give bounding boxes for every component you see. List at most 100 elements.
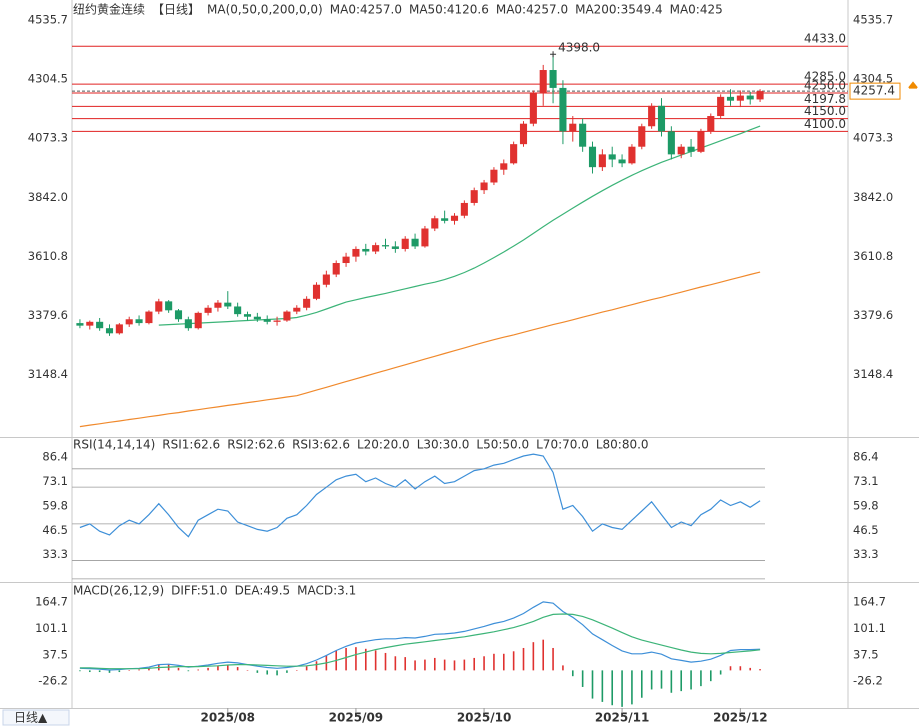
macd-bar bbox=[424, 659, 426, 671]
candle-body bbox=[480, 182, 488, 191]
candle-body bbox=[391, 246, 399, 249]
panel-title: RSI(14,14,14) bbox=[73, 438, 155, 452]
macd-bar bbox=[453, 660, 456, 671]
macd-bar bbox=[148, 667, 150, 671]
last-price-box bbox=[849, 82, 901, 100]
candle-body bbox=[293, 307, 301, 312]
rsi-line bbox=[79, 453, 761, 538]
level-label: 4250.0 bbox=[804, 79, 846, 93]
candle-body bbox=[657, 105, 666, 132]
y-tick-label: 3842.0 bbox=[28, 190, 68, 204]
macd-bar bbox=[433, 657, 436, 671]
y-tick-label-right: 101.1 bbox=[853, 621, 886, 635]
period-button[interactable]: 日线▲ bbox=[14, 711, 48, 725]
macd-bar bbox=[256, 670, 259, 673]
macd-bar bbox=[394, 656, 397, 671]
candle-body bbox=[381, 245, 390, 247]
candle-body bbox=[736, 95, 744, 101]
max-marker bbox=[550, 51, 557, 58]
macd-bar bbox=[729, 666, 732, 671]
legend-entry: DEA:49.5 bbox=[235, 584, 291, 598]
candle-body bbox=[332, 263, 340, 275]
y-tick-label-right: 4304.5 bbox=[853, 72, 893, 86]
legend-entry: L70:70.0 bbox=[536, 438, 589, 452]
candle-body bbox=[460, 202, 468, 216]
macd-bar bbox=[611, 670, 614, 706]
legend-entry: RSI2:62.6 bbox=[227, 438, 285, 452]
macd-bar bbox=[680, 670, 683, 692]
macd-bar bbox=[246, 670, 249, 671]
y-tick-label: 86.4 bbox=[42, 450, 68, 464]
candle-body bbox=[303, 298, 311, 308]
candle-body bbox=[500, 163, 508, 170]
candle-body bbox=[697, 131, 705, 152]
last-price-label: 4257.4 bbox=[853, 84, 895, 98]
candle-body bbox=[135, 319, 143, 324]
legend-entry: MA200:3549.4 bbox=[575, 3, 663, 17]
macd-bar bbox=[295, 670, 298, 671]
macd-bar bbox=[640, 670, 643, 698]
x-tick-label: 2025/11 bbox=[595, 711, 649, 725]
y-tick-label-right: 3148.4 bbox=[853, 367, 893, 381]
macd-bar bbox=[187, 670, 190, 672]
x-tick-label: 2025/09 bbox=[329, 711, 383, 725]
macd-bar bbox=[483, 656, 485, 671]
candle-body bbox=[312, 284, 321, 299]
macd-bar bbox=[384, 652, 387, 671]
period-button-box[interactable] bbox=[2, 709, 70, 726]
y-tick-label-right: 46.5 bbox=[853, 523, 879, 537]
candle-body bbox=[125, 319, 133, 325]
chart-title: 纽约黄金连续 bbox=[73, 2, 145, 17]
legend-entry: RSI3:62.6 bbox=[292, 438, 350, 452]
y-tick-label: 3379.6 bbox=[28, 308, 68, 322]
candle-body bbox=[559, 87, 567, 132]
macd-bar bbox=[502, 653, 505, 671]
x-tick-label: 2025/08 bbox=[201, 711, 255, 725]
macd-bar bbox=[217, 665, 219, 671]
x-tick-label: 2025/10 bbox=[457, 711, 511, 725]
macd-bar bbox=[197, 669, 200, 671]
macd-bar bbox=[414, 660, 416, 671]
candle-body bbox=[608, 154, 616, 160]
y-tick-label-right: 3842.0 bbox=[853, 190, 893, 204]
macd-bar bbox=[177, 667, 180, 671]
legend-entry: MA50:4120.6 bbox=[409, 3, 489, 17]
y-tick-label: 101.1 bbox=[35, 621, 68, 635]
y-tick-label: -26.2 bbox=[38, 674, 68, 688]
legend-entry: MA0:4257.0 bbox=[496, 3, 568, 17]
y-tick-label-right: 37.5 bbox=[853, 647, 879, 661]
y-tick-label: 59.8 bbox=[42, 498, 68, 512]
macd-bar bbox=[631, 670, 633, 705]
last-price-arrow bbox=[907, 81, 919, 89]
moving-average-line bbox=[79, 271, 761, 428]
y-tick-label-right: 3610.8 bbox=[853, 249, 893, 263]
candle-body bbox=[431, 218, 439, 229]
candle-body bbox=[165, 301, 173, 311]
macd-bar bbox=[591, 670, 594, 699]
candle-body bbox=[184, 319, 192, 329]
candle-body bbox=[677, 146, 685, 155]
moving-average-line bbox=[158, 125, 761, 326]
y-tick-label: 4304.5 bbox=[28, 72, 68, 86]
candle-body bbox=[549, 70, 557, 88]
macd-bar bbox=[562, 665, 564, 671]
macd-bar bbox=[79, 670, 81, 672]
y-tick-label: 164.7 bbox=[35, 595, 68, 609]
candle-body bbox=[214, 302, 222, 308]
macd-bar bbox=[473, 657, 476, 671]
y-tick-label: 3148.4 bbox=[28, 367, 68, 381]
y-tick-label: 3610.8 bbox=[28, 249, 68, 263]
candle-body bbox=[283, 311, 291, 321]
y-tick-label: 4535.7 bbox=[28, 12, 68, 26]
candle-body bbox=[224, 302, 232, 307]
candle-body bbox=[618, 159, 626, 164]
macd-bar bbox=[601, 670, 604, 702]
macd-bar bbox=[138, 669, 140, 671]
macd-bar bbox=[532, 642, 535, 671]
macd-bar bbox=[108, 670, 111, 673]
macd-bar bbox=[305, 666, 308, 671]
level-label: 4433.0 bbox=[804, 32, 846, 46]
candle-body bbox=[756, 91, 764, 100]
macd-bar bbox=[522, 647, 525, 671]
macd-bar bbox=[670, 670, 673, 693]
